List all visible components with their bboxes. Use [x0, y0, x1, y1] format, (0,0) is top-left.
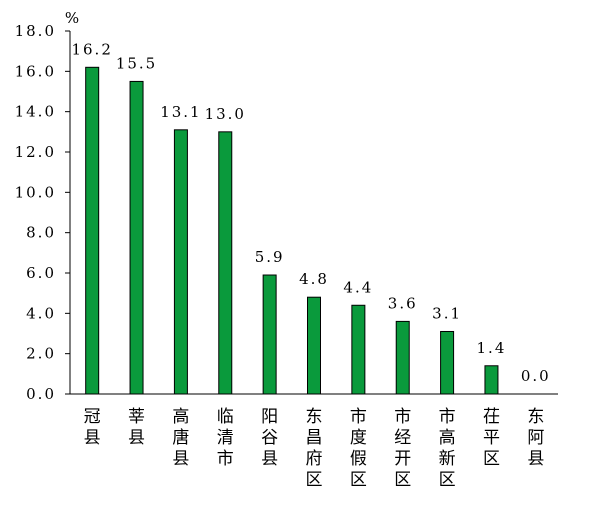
y-tick-label: 8.0 [26, 224, 56, 242]
y-tick-label: 2.0 [26, 345, 56, 363]
bars [85, 66, 499, 395]
x-category-label: 高唐县 [172, 407, 189, 469]
bar [395, 320, 410, 395]
bar [307, 296, 321, 395]
data-label: 0.0 [521, 367, 551, 385]
data-label: 16.2 [71, 40, 112, 58]
data-label: 3.1 [432, 304, 462, 322]
bar [262, 274, 277, 395]
y-axis-ticks: 0.0 2.0 4.0 6.0 8.0 10.0 12.0 14.0 16.0 18.0 [15, 22, 70, 403]
x-category-label: 冠县 [84, 407, 101, 448]
y-tick-label: 18.0 [15, 22, 56, 40]
y-axis-unit: % [65, 9, 79, 27]
bar [440, 330, 455, 395]
data-label: 4.4 [343, 278, 373, 296]
data-label: 15.5 [116, 54, 157, 72]
bar [129, 80, 144, 395]
data-label: 1.4 [477, 339, 507, 357]
y-tick-label: 16.0 [15, 62, 56, 80]
data-label: 3.6 [388, 294, 418, 312]
y-tick-label: 12.0 [15, 143, 56, 161]
y-tick-label: 4.0 [26, 304, 56, 322]
data-label: 4.8 [299, 270, 329, 288]
bar [173, 129, 188, 395]
data-labels: 16.215.5 13.1 13.0 5.9 4.8 4.4 3.6 3.1 1.4 0.0 [71, 40, 551, 385]
y-tick-label: 14.0 [15, 103, 56, 121]
y-tick-label: 6.0 [26, 264, 56, 282]
x-category-label: 东昌府区 [306, 407, 323, 490]
x-category-label: 市高新区 [439, 407, 456, 490]
bar [218, 131, 233, 395]
bar [85, 66, 100, 395]
x-category-label: 临清市 [217, 407, 234, 469]
x-category-label: 莘县 [128, 407, 145, 448]
x-category-label: 市度假区 [350, 407, 367, 490]
x-category-label: 茌平区 [483, 407, 500, 469]
y-tick-label: 10.0 [15, 183, 56, 201]
y-tick-label: 0.0 [26, 385, 56, 403]
x-category-label: 阳谷县 [261, 407, 278, 469]
bar [484, 365, 499, 395]
bar [351, 304, 366, 395]
data-label: 5.9 [255, 248, 285, 266]
data-label: 13.0 [205, 105, 246, 123]
data-label: 13.1 [160, 103, 201, 121]
x-category-label: 东阿县 [527, 407, 544, 469]
x-category-label: 市经开区 [394, 407, 411, 490]
